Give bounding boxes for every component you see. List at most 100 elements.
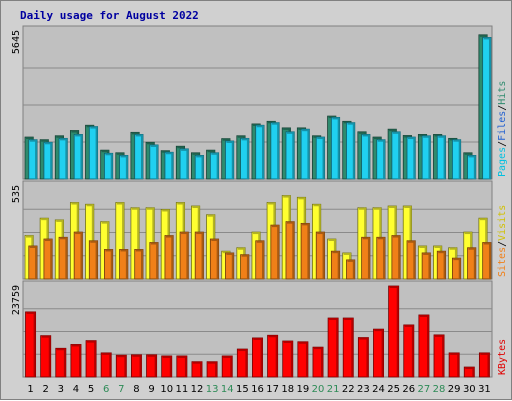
legend-kbytes: KBytes [497,339,508,375]
bar-sites-2 [43,238,53,280]
x-tick-label-30: 30 [463,384,476,395]
bar-sites-28 [436,250,446,280]
bar-kbytes-18 [282,340,294,378]
bar-kbytes-8 [131,354,142,378]
bar-kbytes-14 [221,355,233,378]
x-tick-label-9: 9 [148,384,154,395]
legend-entry: / [497,105,508,111]
legend-entry: Visits [497,205,508,241]
x-tick-label-21: 21 [327,384,340,395]
bar-sites-4 [73,231,83,280]
bar-pages-10 [164,151,174,180]
bar-kbytes-12 [191,361,203,378]
bar-kbytes-11 [176,355,188,378]
x-tick-label-7: 7 [118,384,124,395]
bar-sites-16 [255,240,265,280]
bar-kbytes-7 [115,354,127,378]
bar-pages-24 [376,139,386,180]
x-tick-label-5: 5 [88,384,94,395]
bar-sites-11 [179,231,189,280]
legend-hits-files-pages: Pages/Files/Hits [497,81,508,177]
x-tick-label-10: 10 [160,384,173,395]
bar-pages-25 [391,131,401,180]
bar-sites-18 [285,221,295,280]
x-tick-label-13: 13 [206,384,219,395]
bar-sites-14 [225,252,235,280]
bar-sites-7 [119,249,129,280]
bar-pages-3 [58,137,68,180]
bar-pages-9 [149,144,159,180]
bar-pages-5 [88,126,99,180]
bar-sites-25 [391,235,401,280]
legend-entry: KBytes [497,339,508,375]
bar-sites-12 [194,231,204,280]
bar-sites-10 [164,235,174,280]
x-tick-label-4: 4 [73,384,79,395]
bar-pages-7 [119,155,129,180]
bar-pages-20 [315,136,325,180]
x-tick-label-25: 25 [387,384,400,395]
bar-pages-21 [330,116,341,180]
bar-kbytes-25 [388,285,400,378]
bar-pages-31 [482,37,492,180]
bar-sites-22 [346,259,356,280]
x-tick-label-26: 26 [402,384,415,395]
bar-pages-13 [209,152,220,180]
bar-kbytes-20 [312,346,324,378]
legend-entry: Files [497,111,508,141]
y-max-label-hits-files-pages: 5645 [11,30,22,54]
bar-kbytes-6 [100,352,112,378]
bar-sites-24 [376,236,386,280]
bar-sites-8 [134,249,144,280]
x-tick-label-23: 23 [357,384,370,395]
legend-entry: Pages [497,147,508,177]
bar-pages-1 [28,139,38,180]
bar-sites-20 [315,231,325,280]
bar-pages-19 [300,128,310,180]
bar-kbytes-16 [252,337,263,378]
bar-sites-5 [88,240,99,280]
y-max-label-visits-sites: 535 [11,185,22,203]
bar-pages-22 [346,122,356,180]
legend-entry: / [497,141,508,147]
bar-sites-29 [451,257,462,280]
bar-kbytes-1 [25,311,37,378]
bar-kbytes-26 [403,324,415,378]
bar-pages-27 [421,135,431,180]
bar-pages-12 [194,155,204,180]
bar-sites-15 [240,254,250,280]
bar-sites-23 [361,236,371,280]
bar-kbytes-21 [327,317,339,378]
bar-kbytes-29 [448,352,460,378]
bar-sites-3 [58,236,68,280]
x-tick-label-11: 11 [175,384,188,395]
bar-pages-29 [451,139,462,180]
bar-pages-11 [179,148,189,180]
bar-pages-23 [361,134,371,180]
bar-sites-9 [149,242,159,280]
x-tick-label-28: 28 [433,384,446,395]
x-tick-label-14: 14 [221,384,234,395]
bar-kbytes-13 [206,361,218,378]
bar-sites-1 [28,245,38,280]
x-tick-label-24: 24 [372,384,385,395]
x-tick-label-16: 16 [251,384,264,395]
bar-pages-6 [104,152,114,180]
bar-sites-13 [209,238,220,280]
bar-pages-4 [73,134,83,180]
bar-kbytes-4 [70,344,82,378]
legend-entry: Hits [497,81,508,105]
x-tick-label-31: 31 [478,384,491,395]
bar-kbytes-27 [418,314,430,378]
x-tick-label-19: 19 [297,384,310,395]
bar-pages-8 [134,134,144,180]
bar-kbytes-17 [267,334,279,378]
legend-entry: Sites [497,247,508,277]
x-tick-label-2: 2 [43,384,49,395]
bar-kbytes-31 [478,352,490,378]
bar-kbytes-9 [146,354,158,378]
x-tick-label-22: 22 [342,384,355,395]
bar-kbytes-5 [85,340,97,378]
bar-sites-26 [406,240,416,280]
bar-pages-16 [255,124,265,180]
